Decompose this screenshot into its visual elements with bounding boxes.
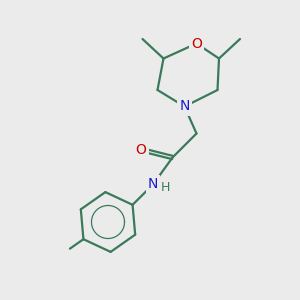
Text: H: H xyxy=(160,181,170,194)
Text: N: N xyxy=(179,100,190,113)
Text: N: N xyxy=(148,178,158,191)
Text: O: O xyxy=(191,37,202,50)
Text: O: O xyxy=(136,143,146,157)
